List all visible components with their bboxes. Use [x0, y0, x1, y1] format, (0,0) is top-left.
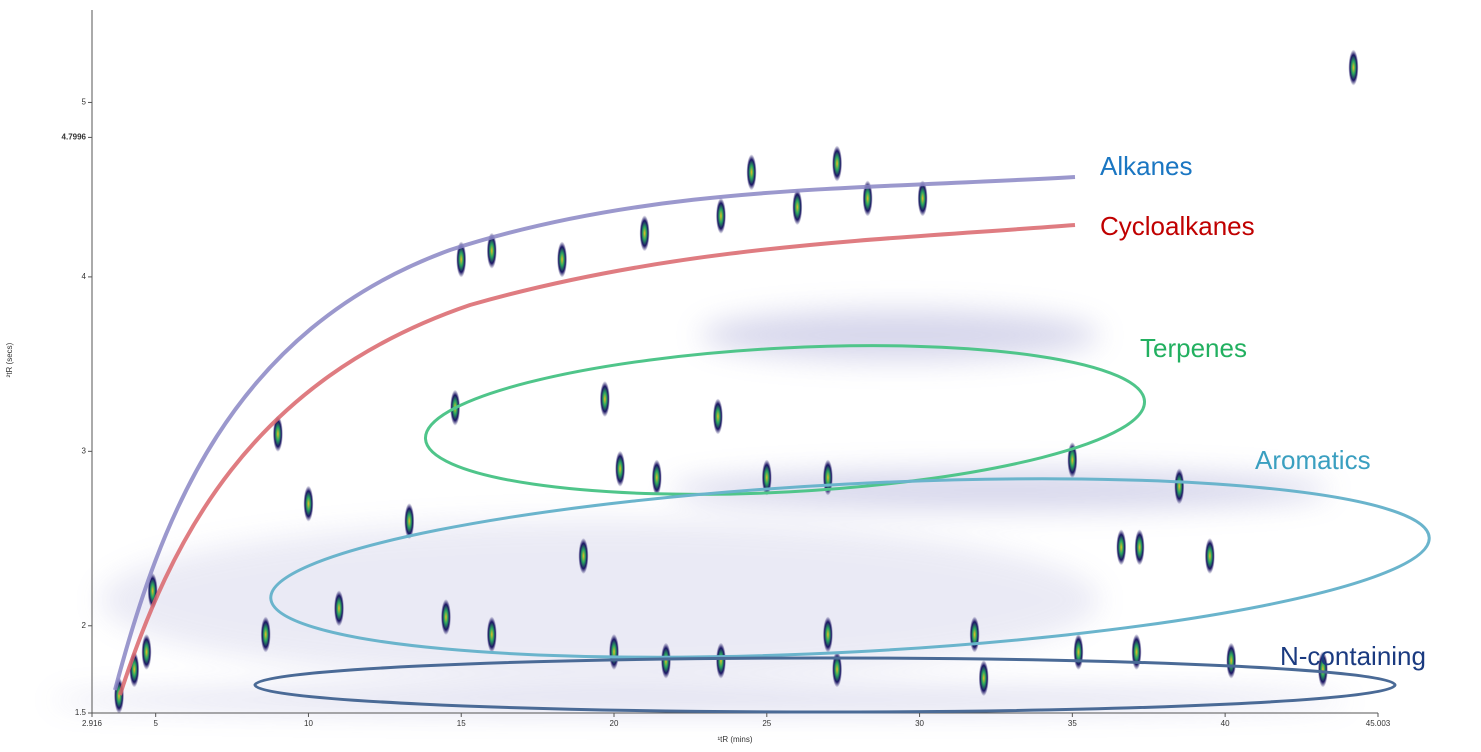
x-tick-label: 15	[457, 719, 466, 728]
y-tick-label: 5	[82, 98, 87, 107]
x-axis-label: ¹tR (mins)	[717, 735, 752, 744]
spot	[651, 459, 662, 496]
spot	[486, 232, 497, 269]
spot	[578, 538, 589, 575]
spot	[1116, 529, 1127, 566]
y-axis-label: ²tR (secs)	[5, 342, 14, 377]
spot	[557, 241, 568, 278]
spot	[639, 215, 650, 252]
spot	[761, 459, 772, 496]
spot	[1317, 651, 1328, 688]
spot	[303, 485, 314, 522]
x-tick-label: 20	[610, 719, 619, 728]
spot	[969, 616, 980, 653]
spot	[746, 154, 757, 191]
spot	[822, 616, 833, 653]
spot	[1204, 538, 1215, 575]
spot	[1226, 642, 1237, 679]
spot	[660, 642, 671, 679]
y-tick-label: 4.7996	[62, 133, 87, 142]
spot	[715, 197, 726, 234]
x-tick-label: 45.003	[1366, 719, 1391, 728]
y-tick-label: 1.5	[75, 708, 87, 717]
spot	[440, 599, 451, 636]
spot	[715, 642, 726, 679]
spot	[609, 633, 620, 670]
spot	[917, 180, 928, 217]
x-tick-label: 25	[762, 719, 771, 728]
annotation: Terpenes	[1140, 333, 1247, 363]
spot	[792, 189, 803, 226]
x-tick-label: 2.916	[82, 719, 103, 728]
annotation: N-containing	[1280, 641, 1426, 671]
region-overlays	[113, 175, 1431, 714]
spot	[978, 660, 989, 697]
alkanes-curve	[113, 175, 1076, 691]
spot	[832, 145, 843, 182]
cycloalkanes-curve	[118, 223, 1076, 696]
background-haze	[50, 310, 1350, 710]
spot	[1174, 468, 1185, 505]
spot	[141, 633, 152, 670]
y-tick-label: 3	[82, 446, 87, 455]
x-tick-label: 40	[1221, 719, 1230, 728]
spot	[1134, 529, 1145, 566]
spot	[1073, 633, 1084, 670]
spot	[404, 503, 415, 540]
terpenes-region	[423, 344, 1147, 496]
spot	[334, 590, 345, 627]
spot	[832, 651, 843, 688]
spot	[260, 616, 271, 653]
aromatics-region	[269, 477, 1431, 659]
x-tick-label: 5	[153, 719, 158, 728]
annotation: Aromatics	[1255, 445, 1371, 475]
x-tick-label: 30	[915, 719, 924, 728]
spot	[272, 415, 283, 452]
spot	[456, 241, 467, 278]
spot	[1131, 633, 1142, 670]
x-tick-label: 10	[304, 719, 313, 728]
spot	[615, 450, 626, 487]
spot	[712, 398, 723, 435]
spot	[486, 616, 497, 653]
x-tick-label: 35	[1068, 719, 1077, 728]
y-tick-label: 2	[82, 621, 87, 630]
spot	[1348, 49, 1359, 86]
annotation: Cycloalkanes	[1100, 211, 1255, 241]
n-containing-region	[253, 656, 1397, 714]
annotation: Alkanes	[1100, 151, 1193, 181]
y-tick-label: 4	[82, 272, 87, 281]
spot	[599, 381, 610, 418]
spot	[862, 180, 873, 217]
